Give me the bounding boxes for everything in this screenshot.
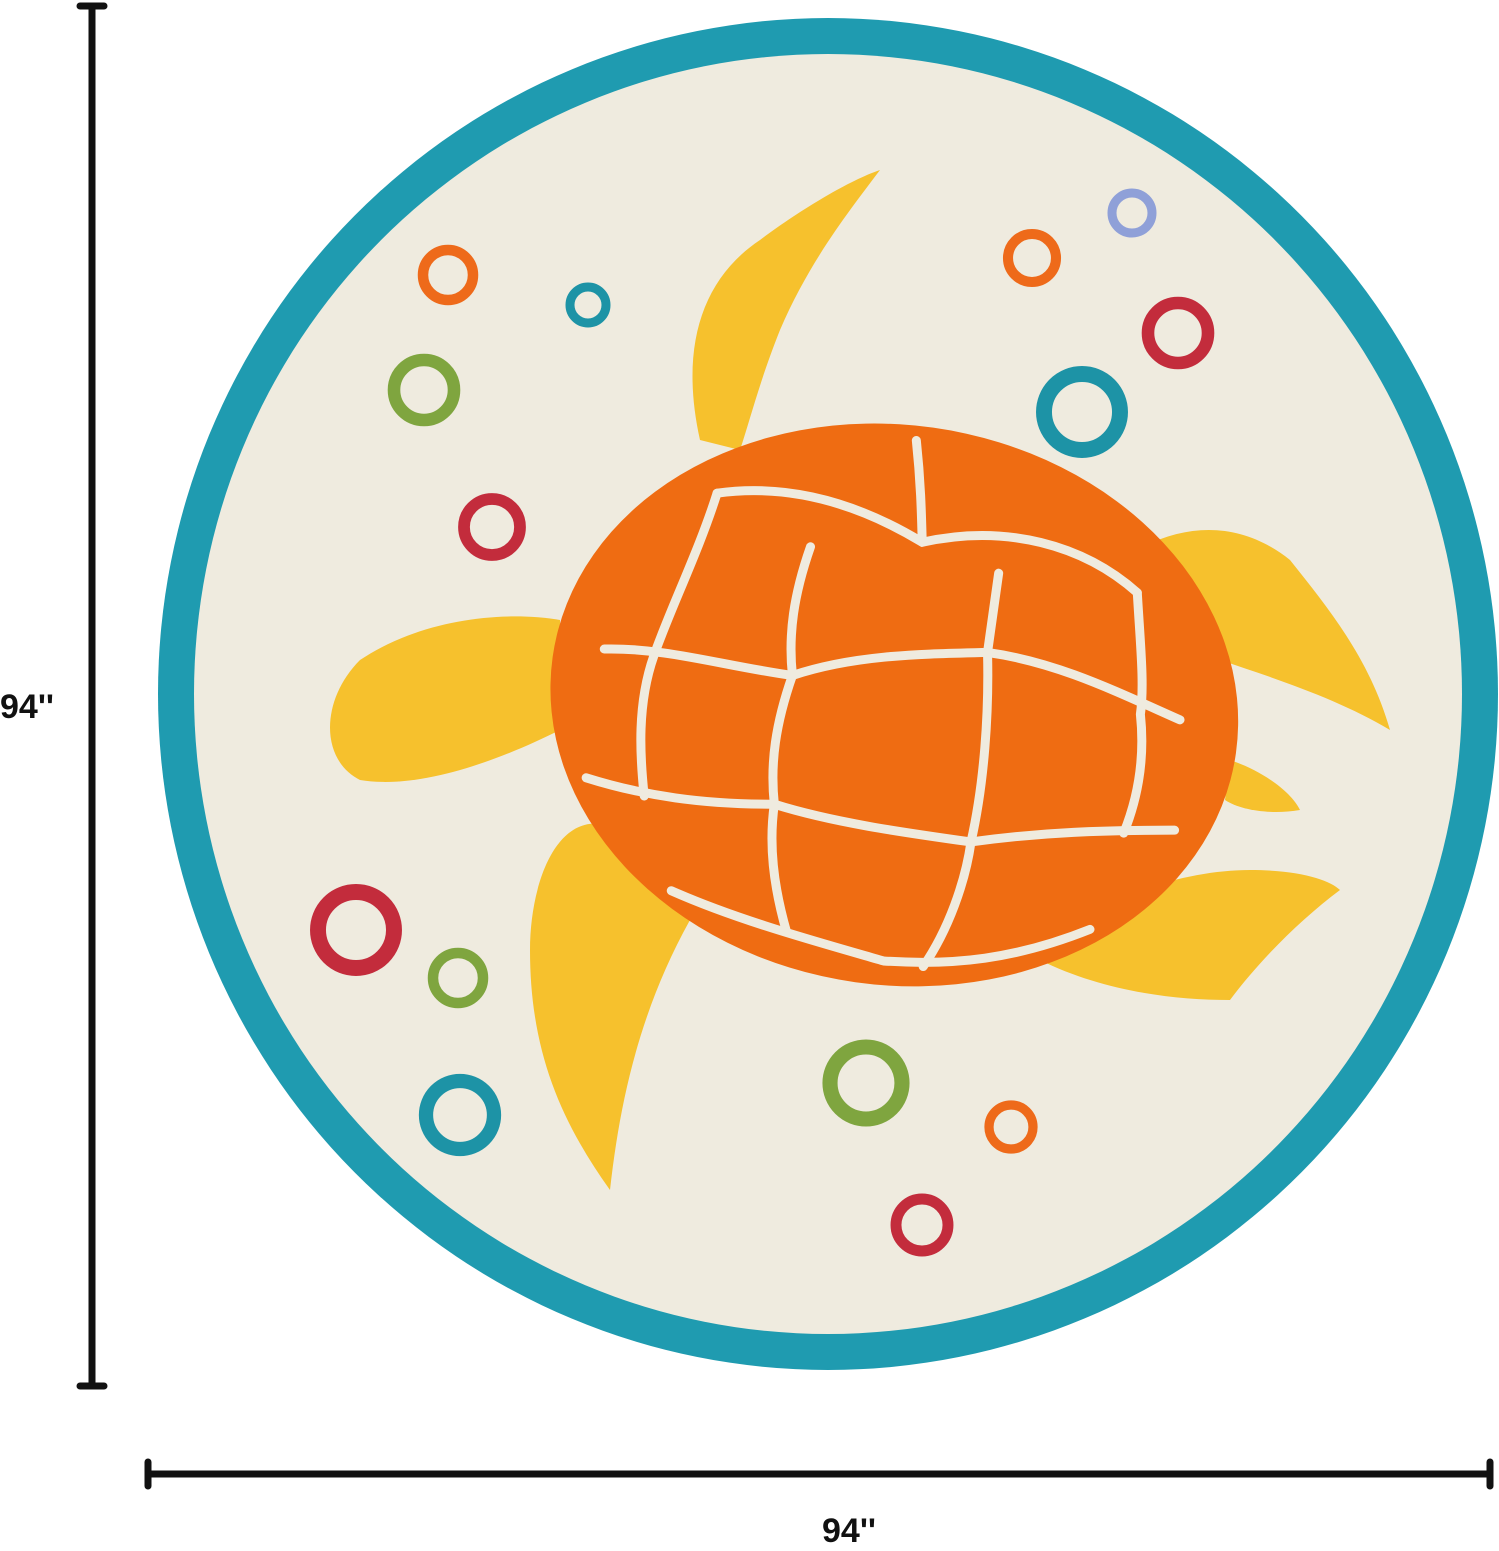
bubble-ring xyxy=(1002,228,1062,288)
bubble-ring xyxy=(458,493,526,561)
front-left-flipper xyxy=(692,170,880,450)
bubble-ring xyxy=(1036,366,1128,458)
height-dimension-line xyxy=(76,2,108,1390)
width-label: 94'' xyxy=(822,1512,876,1550)
bubble-ring xyxy=(418,1073,502,1157)
bubble-ring xyxy=(984,1100,1038,1154)
height-label: 94'' xyxy=(0,688,54,726)
bubble-ring xyxy=(417,244,479,306)
rug-illustration xyxy=(76,2,1498,1490)
bubble-ring xyxy=(565,282,611,328)
bubble-ring xyxy=(890,1193,954,1257)
bubble-ring xyxy=(310,884,402,976)
shell-plate-lines xyxy=(581,435,1185,972)
turtle-shell xyxy=(550,423,1239,987)
turtle-flippers xyxy=(330,170,1390,1190)
bubble-ring xyxy=(387,353,461,427)
width-dimension-line xyxy=(144,1458,1494,1490)
bubble-ring xyxy=(1107,188,1157,238)
rear-left-flipper xyxy=(530,823,692,1190)
turtle xyxy=(330,170,1390,1190)
bubble-ring xyxy=(1141,296,1215,370)
head xyxy=(330,616,560,782)
tail xyxy=(1225,760,1300,812)
bubbles xyxy=(310,188,1215,1257)
bubble-ring xyxy=(427,947,489,1009)
bubble-ring xyxy=(822,1039,910,1127)
